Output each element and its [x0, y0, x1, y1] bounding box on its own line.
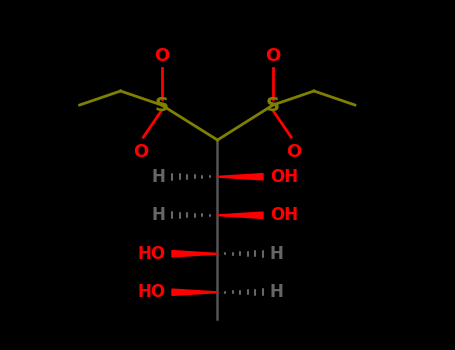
Text: HO: HO	[137, 283, 165, 301]
Text: H: H	[152, 168, 165, 186]
Text: OH: OH	[270, 168, 298, 186]
Text: H: H	[270, 283, 283, 301]
Text: S: S	[266, 96, 280, 114]
Polygon shape	[217, 174, 263, 180]
Text: HO: HO	[137, 245, 165, 263]
Text: O: O	[154, 47, 169, 65]
Text: O: O	[133, 143, 149, 161]
Text: OH: OH	[270, 206, 298, 224]
Polygon shape	[172, 289, 217, 295]
Text: S: S	[155, 96, 168, 114]
Text: H: H	[152, 206, 165, 224]
Polygon shape	[172, 251, 217, 257]
Text: O: O	[265, 47, 281, 65]
Text: O: O	[286, 143, 301, 161]
Text: H: H	[270, 245, 283, 263]
Polygon shape	[217, 212, 263, 218]
